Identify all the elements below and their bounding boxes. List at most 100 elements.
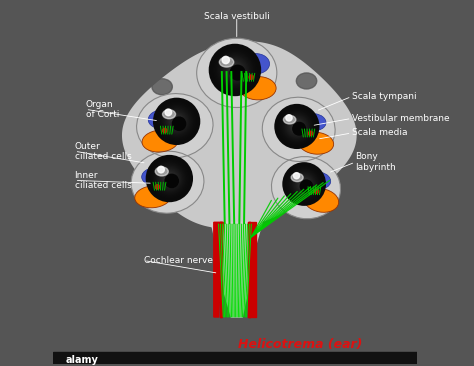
Circle shape [294,174,314,194]
Circle shape [163,128,167,133]
Circle shape [154,163,185,194]
Circle shape [249,75,254,79]
Circle shape [168,113,185,130]
Circle shape [222,56,229,64]
Circle shape [232,67,237,72]
Ellipse shape [219,57,234,67]
Circle shape [287,167,322,202]
Circle shape [152,161,187,196]
Ellipse shape [309,172,331,188]
Circle shape [164,108,190,134]
Circle shape [303,183,305,185]
Text: Scala media: Scala media [352,128,407,138]
Ellipse shape [148,110,173,128]
Circle shape [159,168,180,189]
Circle shape [149,158,190,199]
Circle shape [309,131,313,136]
Circle shape [153,98,201,145]
Circle shape [223,58,247,82]
Text: Helicotrema (ear): Helicotrema (ear) [238,338,363,351]
Circle shape [230,65,245,80]
Text: alamy: alamy [65,355,98,365]
Polygon shape [214,222,223,317]
Circle shape [227,62,243,78]
Circle shape [214,49,256,91]
Circle shape [165,109,172,116]
Ellipse shape [135,186,171,208]
Circle shape [290,120,304,133]
Ellipse shape [283,115,296,124]
Circle shape [174,119,179,124]
Circle shape [211,46,258,94]
Ellipse shape [272,157,340,219]
Circle shape [220,56,249,85]
Circle shape [213,48,257,92]
Circle shape [166,175,173,182]
Circle shape [290,170,319,198]
Circle shape [226,61,244,79]
Text: Organ
of Corti: Organ of Corti [85,100,119,119]
Ellipse shape [304,188,338,212]
Circle shape [155,164,183,193]
Circle shape [298,178,311,191]
Circle shape [280,109,314,143]
Circle shape [300,180,309,188]
Circle shape [162,171,176,186]
Circle shape [279,108,315,145]
Circle shape [291,171,317,197]
Circle shape [291,121,302,132]
Polygon shape [248,222,256,317]
Ellipse shape [291,173,303,182]
Circle shape [215,50,255,90]
Circle shape [287,116,307,137]
Circle shape [275,105,319,148]
Bar [53,352,417,366]
Circle shape [157,167,181,190]
Circle shape [222,57,248,83]
Circle shape [161,170,178,187]
Text: Bony
labyrinth: Bony labyrinth [355,153,396,172]
Circle shape [161,106,192,137]
Ellipse shape [299,132,334,154]
Circle shape [155,185,160,189]
Text: Scala tympani: Scala tympani [352,92,416,101]
Circle shape [234,69,236,71]
Circle shape [293,122,305,135]
Circle shape [285,115,308,138]
Circle shape [293,173,315,195]
Circle shape [295,175,313,193]
Circle shape [158,166,164,173]
Circle shape [289,119,305,134]
Circle shape [166,111,187,132]
Ellipse shape [296,73,317,89]
Circle shape [282,112,311,141]
Circle shape [163,107,191,135]
Circle shape [154,99,199,144]
Ellipse shape [155,167,168,176]
Ellipse shape [240,76,276,100]
Ellipse shape [142,130,178,152]
Circle shape [299,179,310,190]
Circle shape [148,157,191,200]
Circle shape [164,173,175,184]
Ellipse shape [197,38,277,108]
Circle shape [146,155,193,202]
Ellipse shape [142,168,166,185]
Text: Vestibular membrane: Vestibular membrane [352,114,449,123]
Ellipse shape [302,114,326,131]
Ellipse shape [242,53,270,74]
Polygon shape [122,41,356,228]
Text: Inner
ciliated cells: Inner ciliated cells [74,171,131,190]
Circle shape [288,117,306,135]
Circle shape [217,52,253,88]
Circle shape [293,123,300,130]
Circle shape [292,122,301,131]
Circle shape [283,163,325,205]
Ellipse shape [163,110,175,119]
Circle shape [292,172,316,196]
Circle shape [300,180,312,192]
Circle shape [172,117,182,126]
Circle shape [278,107,316,146]
Circle shape [295,124,299,129]
Circle shape [283,113,310,140]
